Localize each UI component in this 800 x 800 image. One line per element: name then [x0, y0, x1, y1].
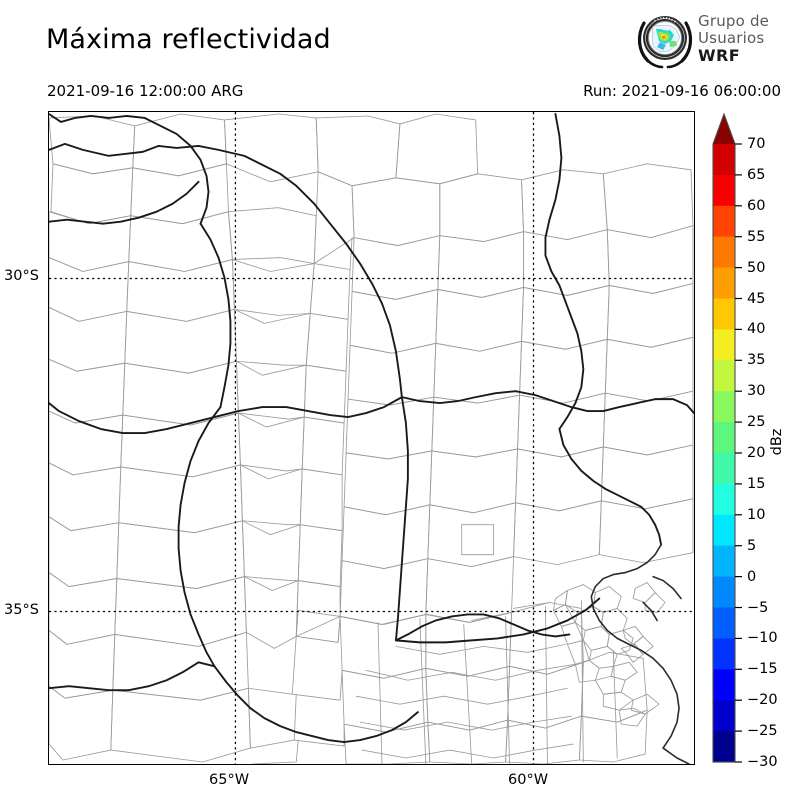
colorbar-tick-label: −25: [747, 723, 778, 740]
colorbar-tick-label: −20: [747, 692, 778, 709]
colorbar-outline: [712, 112, 736, 763]
lon-tick-label-60w: 60°W: [508, 772, 549, 788]
map-plot-area[interactable]: .adm2 { fill:none; stroke:#9b9b9b; strok…: [48, 111, 695, 765]
department-boundaries: [49, 113, 694, 764]
colorbar-band: [713, 514, 735, 547]
colorbar-tick-label: 30: [747, 383, 766, 400]
colorbar-band: [713, 576, 735, 609]
colorbar-band: [713, 391, 735, 423]
lon-tick-label-65w: 65°W: [209, 772, 250, 788]
colorbar-tick-label: 70: [747, 136, 766, 152]
province-boundaries: [49, 113, 694, 744]
colorbar-band: [713, 700, 735, 732]
colorbar-tick-label: 15: [747, 475, 766, 492]
colorbar-tick-label: −10: [747, 630, 778, 647]
colorbar-tick-label: 65: [747, 166, 766, 183]
colorbar-band: [713, 329, 735, 361]
coastline: [590, 543, 690, 764]
colorbar-tick-label: 10: [747, 506, 766, 523]
colorbar-tick-label: 60: [747, 197, 766, 214]
logo-line-3: WRF: [698, 46, 741, 65]
map-canvas: .adm2 { fill:none; stroke:#9b9b9b; strok…: [49, 112, 694, 764]
colorbar-band: [713, 545, 735, 578]
colorbar-tick-label: 55: [747, 228, 766, 245]
colorbar-tick-label: 50: [747, 259, 766, 276]
colorbar-band: [713, 638, 735, 670]
logo-line-1: Grupo de: [698, 12, 770, 30]
colorbar-band: [713, 360, 735, 392]
logo-line-2: Usuarios: [698, 29, 765, 47]
colorbar-band: [713, 669, 735, 701]
brand-logo-text: Grupo de Usuarios WRF: [698, 12, 770, 65]
colorbar-band: [713, 174, 735, 207]
colorbar-tick-label: 0: [747, 568, 757, 585]
colorbar-band: [713, 607, 735, 639]
colorbar-tick-label: 40: [747, 321, 766, 338]
colorbar-band: [713, 205, 735, 238]
colorbar-tick-label: 20: [747, 445, 766, 461]
colorbar-tick-label: 35: [747, 352, 766, 369]
run-time-label: Run: 2021-09-16 06:00:00: [583, 82, 781, 100]
valid-time-label: 2021-09-16 12:00:00 ARG: [47, 82, 244, 100]
colorbar-band: [713, 422, 735, 454]
lat-tick-label-30s: 30°S: [4, 268, 39, 284]
colorbar-band: [713, 453, 735, 485]
lat-tick-label-35s: 35°S: [4, 602, 39, 618]
colorbar-tick-label: −30: [747, 754, 778, 770]
colorbar-band: [713, 731, 735, 763]
colorbar-band: [713, 298, 735, 330]
colorbar-axis-label: dBz: [769, 428, 785, 456]
colorbar[interactable]: 70 65 60 55 50 45 40 35 30 25 20 15 10 5 0 −5 −10 −15 −20−…: [711, 112, 800, 772]
colorbar-band: [713, 267, 735, 300]
colorbar-band: [713, 236, 735, 269]
colorbar-tick-label: 45: [747, 290, 766, 307]
colorbar-extend-arrow: [713, 114, 735, 144]
colorbar-band: [713, 483, 735, 516]
brand-logo: Grupo de Usuarios WRF: [636, 11, 796, 73]
wrf-globe-emblem-icon: [636, 11, 694, 69]
colorbar-gradient: [712, 112, 742, 763]
colorbar-band: [713, 144, 735, 176]
colorbar-tick-label: −5: [747, 599, 769, 616]
colorbar-tick-label: 5: [747, 537, 757, 554]
colorbar-tick-label: 25: [747, 414, 766, 431]
graticule: [49, 112, 694, 764]
colorbar-tick-label: −15: [747, 661, 778, 678]
page-title: Máxima reflectividad: [46, 24, 331, 55]
